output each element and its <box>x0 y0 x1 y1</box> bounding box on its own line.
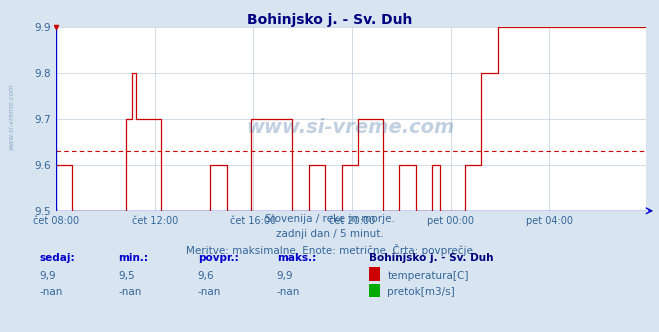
Text: Bohinjsko j. - Sv. Duh: Bohinjsko j. - Sv. Duh <box>369 253 494 263</box>
Text: Slovenija / reke in morje.: Slovenija / reke in morje. <box>264 214 395 224</box>
Text: maks.:: maks.: <box>277 253 316 263</box>
Text: sedaj:: sedaj: <box>40 253 75 263</box>
Text: -nan: -nan <box>277 288 300 297</box>
Text: -nan: -nan <box>40 288 63 297</box>
Text: 9,9: 9,9 <box>277 271 293 281</box>
Text: -nan: -nan <box>119 288 142 297</box>
Text: www.si-vreme.com: www.si-vreme.com <box>8 83 14 150</box>
Text: pretok[m3/s]: pretok[m3/s] <box>387 288 455 297</box>
Text: Meritve: maksimalne  Enote: metrične  Črta: povprečje: Meritve: maksimalne Enote: metrične Črta… <box>186 244 473 256</box>
Text: Bohinjsko j. - Sv. Duh: Bohinjsko j. - Sv. Duh <box>247 13 412 27</box>
Text: 9,5: 9,5 <box>119 271 135 281</box>
Text: 9,9: 9,9 <box>40 271 56 281</box>
Text: www.si-vreme.com: www.si-vreme.com <box>246 119 455 137</box>
Text: min.:: min.: <box>119 253 149 263</box>
Text: povpr.:: povpr.: <box>198 253 239 263</box>
Text: zadnji dan / 5 minut.: zadnji dan / 5 minut. <box>275 229 384 239</box>
Text: -nan: -nan <box>198 288 221 297</box>
Text: 9,6: 9,6 <box>198 271 214 281</box>
Text: temperatura[C]: temperatura[C] <box>387 271 469 281</box>
